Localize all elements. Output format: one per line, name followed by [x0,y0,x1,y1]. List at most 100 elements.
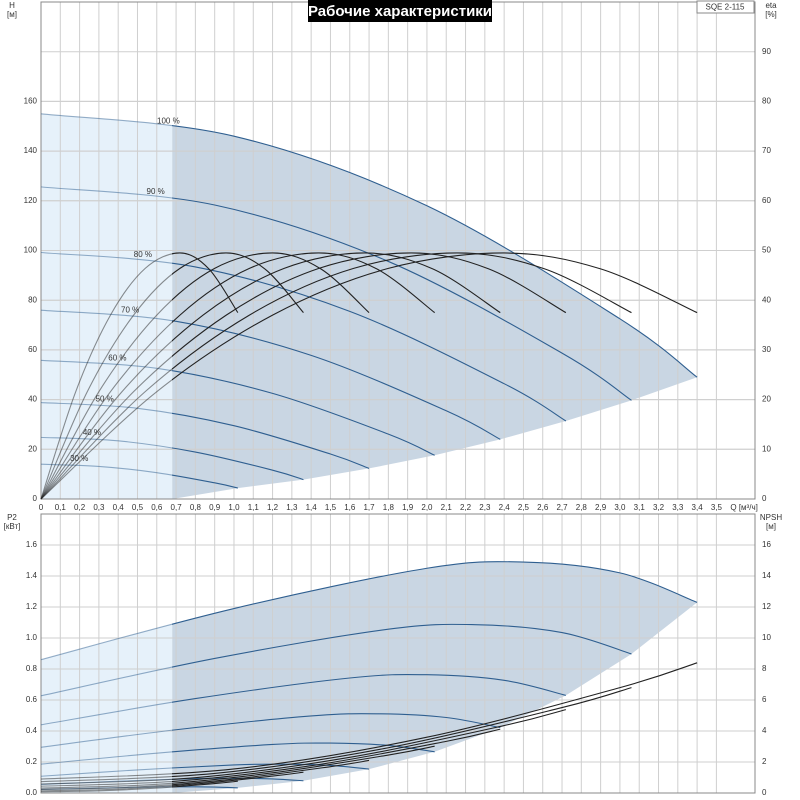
x-tick-label: 2,1 [441,503,453,512]
x-tick-label: 2,0 [421,503,433,512]
x-tick-label: 3,3 [672,503,684,512]
secondary-curve [40,252,239,500]
y-axis-label: [кВт] [4,522,21,531]
x-tick-label: 3,2 [653,503,665,512]
plot-frame [40,513,756,794]
primary-curve [40,402,370,469]
y-tick-label: 1.0 [26,633,38,642]
x-tick-label: 2,5 [518,503,530,512]
curve-label: 70 % [121,306,139,315]
x-tick-label: 1,6 [344,503,356,512]
x-tick-label: 2,8 [576,503,588,512]
operating-area [172,561,698,793]
y-tick-label: 0.8 [26,664,38,673]
secondary-curve [40,662,698,780]
x-tick-label: 3,5 [711,503,723,512]
secondary-curve [40,759,370,790]
y2-tick-label: 30 [762,345,771,354]
curve-label: 40 % [83,428,101,437]
y-tick-label: 80 [28,295,37,304]
primary-curve [40,463,238,489]
curve-label: 100 % [157,117,180,126]
primary-curve [40,673,567,726]
title-box [308,0,492,22]
secondary-curve [40,252,698,500]
y2-tick-label: 6 [762,695,767,704]
y-tick-label: 60 [28,345,37,354]
secondary-curve [40,252,370,500]
y-tick-label: 1.2 [26,602,38,611]
y-tick-label: 0 [33,494,38,503]
y-tick-label: 0.6 [26,695,38,704]
x-tick-label: 2,2 [460,503,472,512]
secondary-curve [40,728,501,787]
x-tick-label: 0,9 [209,503,221,512]
secondary-curve [40,687,632,783]
model-label: SQE 2-115 [706,3,746,12]
x-tick-label: 3,4 [692,503,704,512]
y2-tick-label: 12 [762,602,771,611]
y2-axis-label: eta [765,1,777,10]
y2-tick-label: 20 [762,395,771,404]
x-tick-label: 1,7 [363,503,375,512]
x-tick-label: 1,2 [267,503,279,512]
secondary-curve [40,709,567,785]
secondary-curve [40,780,238,793]
x-tick-label: 1,9 [402,503,414,512]
primary-curve [40,186,632,401]
secondary-curve [40,252,304,500]
y2-tick-label: 4 [762,726,767,735]
x-tick-label: 0,8 [190,503,202,512]
y2-tick-label: 10 [762,444,771,453]
x-tick-label: 0,4 [113,503,125,512]
chart-title: Рабочие характеристики [308,3,492,20]
y-tick-label: 0.2 [26,757,38,766]
y-tick-label: 1.4 [26,571,38,580]
secondary-curve [40,252,435,500]
x-tick-label: 1,8 [383,503,395,512]
primary-curve [40,251,567,422]
x-tick-label: 0,6 [151,503,163,512]
y2-tick-label: 8 [762,664,767,673]
y2-axis-label: NPSH [760,513,782,522]
y-tick-label: 140 [24,146,38,155]
primary-curve [40,763,370,777]
x-tick-label: 0,2 [74,503,86,512]
secondary-curve [40,771,304,792]
y2-axis-label: [%] [765,10,777,19]
x-axis-label: Q [м³/ч] [730,503,757,512]
x-tick-label: 1,5 [325,503,337,512]
y2-tick-label: 80 [762,97,771,106]
y2-tick-label: 0 [762,494,767,503]
x-tick-label: 0,3 [93,503,105,512]
y-tick-label: 100 [24,246,38,255]
x-tick-label: 1,1 [248,503,260,512]
y-tick-label: 0.0 [26,788,38,797]
x-tick-label: 0 [39,503,44,512]
y-axis-label: [м] [7,10,17,19]
primary-curve [40,713,501,748]
x-tick-label: 0,7 [171,503,183,512]
y2-axis-label: [м] [766,522,776,531]
y-tick-label: 0.4 [26,726,38,735]
y-axis-label: P2 [7,513,17,522]
y2-tick-label: 90 [762,47,771,56]
x-tick-label: 2,3 [479,503,491,512]
x-tick-label: 3,1 [634,503,646,512]
x-tick-label: 1,0 [228,503,240,512]
secondary-curve [40,252,567,500]
model-box [696,0,755,14]
y-tick-label: 20 [28,444,37,453]
y2-tick-label: 0 [762,788,767,797]
curve-label: 80 % [134,250,152,259]
y-tick-label: 40 [28,395,37,404]
primary-curve [40,359,435,456]
secondary-curve [40,252,501,500]
primary-curve [40,113,698,378]
extended-area [41,624,173,793]
y2-tick-label: 16 [762,540,771,549]
primary-curve [40,561,698,661]
secondary-curve [40,745,435,789]
y2-tick-label: 40 [762,295,771,304]
